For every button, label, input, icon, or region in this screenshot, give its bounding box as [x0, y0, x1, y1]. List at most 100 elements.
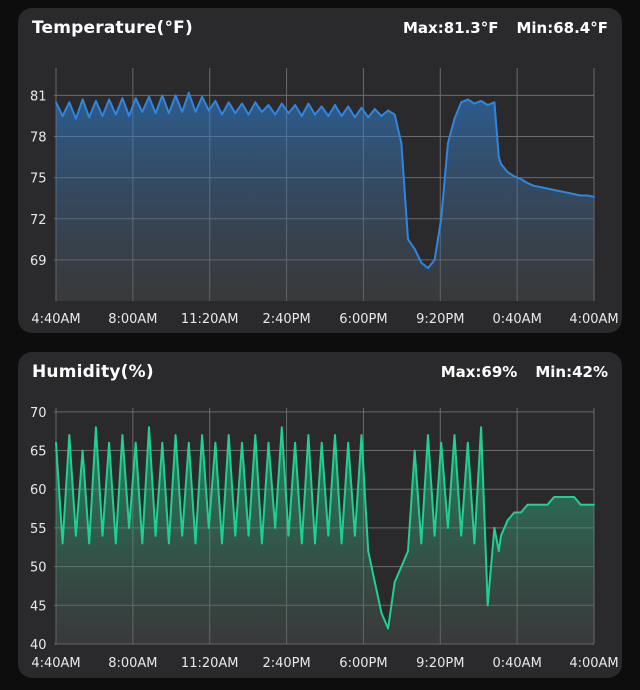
humidity-data-point — [68, 434, 71, 436]
temperature-data-point — [194, 111, 197, 113]
temperature-data-point — [420, 261, 423, 264]
temperature-data-point — [373, 108, 376, 110]
temperature-x-tick-label: 4:40AM — [31, 312, 80, 327]
temperature-x-tick-label: 2:40PM — [262, 312, 310, 327]
temperature-data-point — [161, 94, 164, 97]
humidity-min: Min:42% — [535, 363, 608, 381]
temperature-data-point — [274, 113, 277, 116]
humidity-data-point — [75, 534, 77, 537]
temperature-data-point — [566, 191, 569, 194]
temperature-data-point — [267, 104, 270, 106]
humidity-data-point — [168, 542, 170, 545]
humidity-x-tick-label: 0:40AM — [492, 656, 541, 671]
temperature-data-point — [573, 193, 575, 196]
humidity-data-point — [393, 581, 396, 583]
humidity-data-point — [148, 426, 150, 429]
temperature-data-point — [201, 95, 204, 98]
temperature-header: Temperature(°F) Max:81.3°F Min:68.4°F — [18, 16, 622, 44]
temperature-data-point — [287, 112, 290, 115]
temperature-data-point — [506, 171, 509, 174]
temperature-data-point — [340, 115, 343, 117]
temperature-data-point — [579, 194, 582, 197]
humidity-data-point — [101, 534, 104, 537]
temperature-data-point — [327, 115, 330, 117]
humidity-data-point — [174, 434, 177, 436]
temperature-x-tick-label: 11:20AM — [181, 312, 239, 327]
humidity-stats: Max:69% Min:42% — [441, 363, 608, 381]
humidity-data-point — [440, 441, 443, 444]
humidity-data-point — [380, 612, 383, 614]
humidity-data-point — [480, 426, 482, 429]
humidity-data-point — [241, 441, 243, 444]
humidity-data-point — [540, 503, 542, 506]
temperature-data-point — [148, 95, 150, 98]
temperature-data-point — [254, 101, 257, 104]
temperature-x-tick-label: 8:00AM — [108, 312, 157, 327]
temperature-data-point — [586, 194, 589, 197]
temperature-chart: 69 72 75 78 81 4:40AM 8:00AM 11:20AM 2:40PM 6:00P… — [30, 68, 619, 327]
temperature-data-point — [128, 115, 130, 117]
temperature-data-point — [497, 156, 500, 159]
humidity-data-point — [207, 527, 210, 529]
humidity-data-point — [373, 581, 376, 583]
humidity-data-point — [221, 542, 223, 545]
humidity-data-point — [526, 503, 529, 506]
temperature-y-tick-label: 75 — [30, 172, 47, 187]
temperature-y-tick-label: 69 — [30, 254, 47, 269]
temperature-data-point — [473, 102, 476, 105]
humidity-data-point — [427, 434, 429, 436]
humidity-card: Humidity(%) Max:69% Min:42% 40 45 50 55 60 65 7… — [18, 352, 622, 678]
humidity-data-point — [114, 542, 117, 545]
temperature-data-point — [334, 104, 336, 106]
temperature-data-point — [214, 100, 217, 102]
temperature-data-point — [347, 105, 350, 108]
humidity-data-point — [95, 426, 97, 429]
temperature-data-point — [300, 115, 303, 117]
humidity-data-point — [573, 496, 575, 498]
temperature-data-point — [247, 113, 250, 116]
temperature-area — [56, 92, 594, 301]
temperature-data-point — [241, 102, 243, 105]
humidity-data-point — [433, 534, 436, 537]
humidity-data-point — [267, 441, 270, 444]
temperature-max: Max:81.3°F — [403, 19, 499, 37]
humidity-data-point — [314, 542, 316, 545]
humidity-data-point — [247, 534, 250, 537]
temperature-data-point — [513, 175, 516, 178]
temperature-data-point — [55, 101, 57, 104]
humidity-data-point — [121, 434, 124, 436]
humidity-data-point — [141, 542, 144, 545]
temperature-data-point — [108, 98, 110, 101]
temperature-data-point — [460, 101, 463, 104]
humidity-data-point — [274, 527, 277, 529]
temperature-data-point — [427, 267, 429, 269]
humidity-data-point — [300, 542, 303, 545]
humidity-data-point — [334, 434, 336, 436]
humidity-data-point — [227, 434, 230, 436]
temperature-data-point — [280, 102, 283, 105]
temperature-data-point — [380, 115, 383, 117]
humidity-data-point — [420, 542, 423, 545]
humidity-data-point — [214, 441, 217, 444]
temperature-data-point — [387, 109, 389, 112]
humidity-data-point — [520, 511, 522, 514]
temperature-data-point — [533, 185, 536, 187]
humidity-data-point — [55, 441, 57, 444]
humidity-data-point — [497, 550, 500, 552]
humidity-data-point — [559, 496, 562, 498]
humidity-data-point — [566, 496, 569, 498]
temperature-data-point — [354, 116, 356, 119]
humidity-data-point — [593, 503, 595, 506]
humidity-x-tick-label: 9:20PM — [416, 656, 464, 671]
temperature-card: Temperature(°F) Max:81.3°F Min:68.4°F 69 7… — [18, 8, 622, 333]
humidity-data-point — [553, 496, 555, 498]
humidity-y-tick-label: 70 — [30, 406, 47, 421]
temperature-data-point — [486, 104, 489, 106]
temperature-data-point — [68, 101, 71, 104]
temperature-x-tick-label: 6:00PM — [339, 312, 387, 327]
humidity-data-point — [447, 527, 449, 529]
temperature-min: Min:68.4°F — [516, 19, 608, 37]
temperature-data-point — [500, 163, 502, 165]
humidity-data-point — [413, 449, 416, 452]
temperature-data-point — [520, 178, 522, 180]
